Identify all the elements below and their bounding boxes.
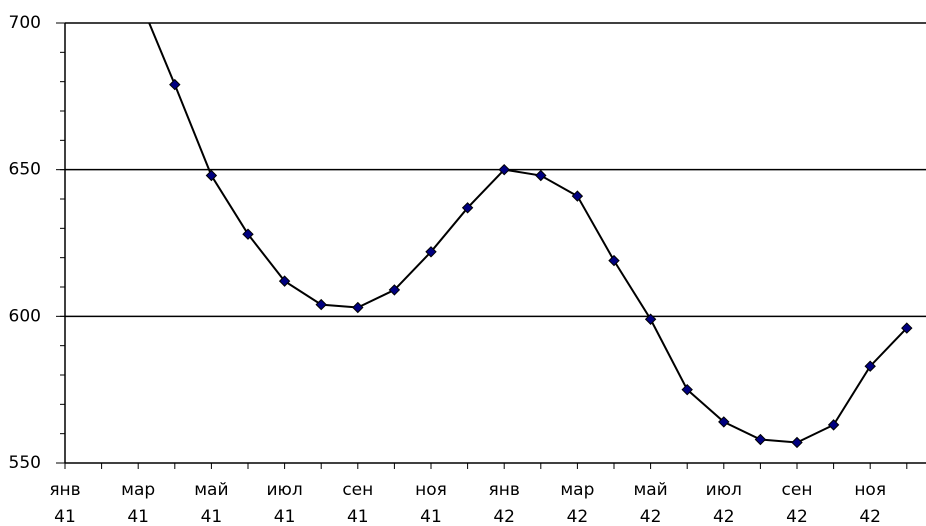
x-tick-label: май 42 — [633, 480, 668, 526]
series — [133, 0, 913, 449]
data-point — [644, 313, 657, 325]
x-tick-label: июл 42 — [705, 480, 742, 526]
data-point — [827, 419, 840, 431]
data-point — [681, 383, 693, 396]
data-point — [278, 275, 291, 287]
x-tick-label: сен 41 — [342, 480, 374, 526]
x-tick-label: сен 42 — [781, 480, 813, 526]
data-point — [535, 169, 547, 182]
y-tick-label: 700 — [9, 13, 41, 33]
x-tick-label: июл 41 — [266, 480, 303, 526]
data-point — [425, 246, 437, 258]
y-tick-label: 650 — [9, 160, 41, 180]
data-point — [718, 416, 730, 428]
y-tick-label: 600 — [9, 306, 41, 326]
data-point — [571, 190, 584, 202]
data-point — [169, 78, 181, 91]
data-point — [754, 433, 767, 446]
x-tick-label: мар 41 — [121, 480, 156, 526]
y-tick-label: 550 — [9, 453, 41, 473]
data-point — [315, 298, 327, 311]
data-point — [133, 0, 143, 2]
data-point — [498, 163, 510, 176]
data-point — [205, 169, 218, 182]
x-tick-label: ноя 42 — [854, 480, 887, 526]
data-point — [352, 301, 364, 314]
series-line — [148, 23, 908, 444]
x-tick-label: мар 42 — [560, 480, 595, 526]
x-tick-label: янв 42 — [488, 480, 520, 526]
x-tick-label: ноя 41 — [415, 480, 447, 526]
x-tick-label: янв 41 — [49, 480, 81, 526]
data-point — [388, 284, 401, 296]
data-point — [608, 254, 620, 267]
x-tick-label: май 41 — [194, 480, 229, 526]
data-point — [864, 360, 876, 372]
data-point — [901, 322, 913, 334]
data-point — [791, 436, 803, 449]
data-point — [461, 202, 474, 214]
data-point — [242, 228, 254, 240]
